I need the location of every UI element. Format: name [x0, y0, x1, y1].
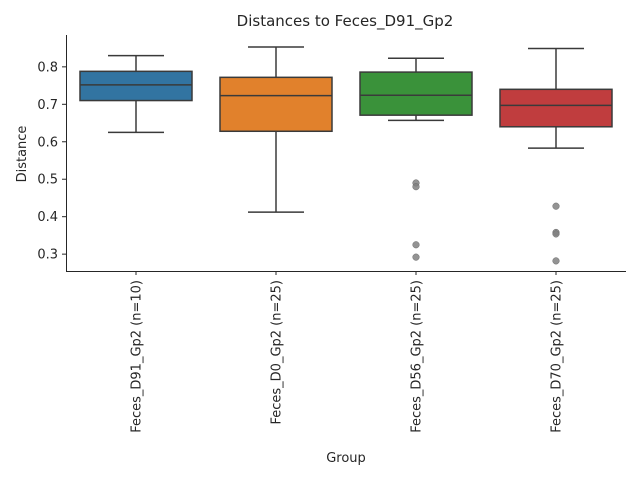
box-group [359, 57, 473, 261]
plot-area [79, 46, 613, 265]
outlier-point [552, 257, 560, 265]
outlier-point [552, 202, 560, 210]
y-tick-label: 0.3 [37, 248, 58, 263]
box-iqr [219, 76, 333, 133]
box-iqr [79, 70, 193, 102]
x-tick-label: Feces_D56_Gp2 (n=25) [410, 280, 425, 433]
x-tick-label: Feces_D0_Gp2 (n=25) [270, 280, 285, 425]
box-iqr [359, 71, 473, 116]
y-tick-label: 0.4 [37, 210, 58, 225]
y-tick-label: 0.5 [37, 173, 58, 188]
outlier-point [552, 230, 560, 238]
box-group [499, 47, 613, 265]
x-axis-ticks: Feces_D91_Gp2 (n=10) Feces_D0_Gp2 (n=25) F… [130, 271, 565, 433]
y-axis-ticks: 0.3 0.4 0.5 0.6 0.7 0.8 [37, 60, 66, 263]
box-iqr [499, 88, 613, 128]
y-tick-label: 0.6 [37, 135, 58, 150]
outlier-point [412, 241, 420, 249]
y-tick-label: 0.8 [37, 60, 58, 75]
y-tick-label: 0.7 [37, 98, 58, 113]
outlier-point [412, 183, 420, 191]
outlier-point [412, 253, 420, 261]
y-axis-title: Distance [15, 126, 30, 183]
chart-title: Distances to Feces_D91_Gp2 [237, 12, 454, 31]
x-axis-title: Group [326, 451, 366, 466]
x-tick-label: Feces_D91_Gp2 (n=10) [130, 280, 145, 433]
x-tick-label: Feces_D70_Gp2 (n=25) [550, 280, 565, 433]
box-group [219, 46, 333, 213]
box-group [79, 54, 193, 134]
